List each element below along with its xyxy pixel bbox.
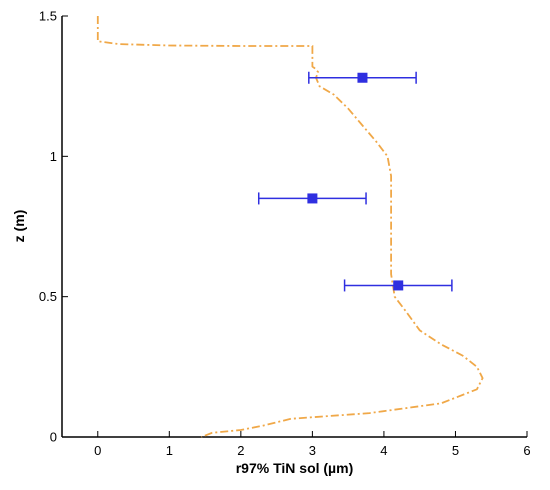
x-tick-label: 5 xyxy=(452,443,459,458)
y-tick-label: 1 xyxy=(50,149,57,164)
x-tick-label: 6 xyxy=(523,443,530,458)
y-tick-label: 1.5 xyxy=(39,9,57,24)
x-tick-label: 3 xyxy=(309,443,316,458)
y-tick-label: 0.5 xyxy=(39,289,57,304)
x-tick-label: 2 xyxy=(237,443,244,458)
y-axis-title: z (m) xyxy=(11,210,27,243)
y-tick-label: 0 xyxy=(50,430,57,445)
x-tick-label: 0 xyxy=(94,443,101,458)
y-ticks: 0 0.5 1 1.5 xyxy=(39,9,68,445)
data-point-marker xyxy=(393,280,404,291)
x-tick-label: 1 xyxy=(166,443,173,458)
data-point-marker xyxy=(357,72,368,83)
data-point-marker xyxy=(307,193,318,204)
series-layer xyxy=(96,16,484,438)
profile-line xyxy=(96,16,484,438)
x-tick-label: 4 xyxy=(380,443,387,458)
data-point-group xyxy=(257,192,367,205)
data-point-group xyxy=(308,71,417,84)
x-ticks: 0 1 2 3 4 5 6 xyxy=(94,431,531,458)
x-axis-title: r97% TiN sol (µm) xyxy=(236,460,354,476)
data-point-group xyxy=(343,279,453,292)
